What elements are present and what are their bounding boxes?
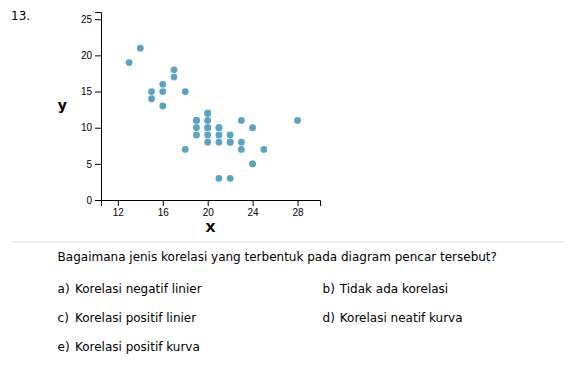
y-axis-line (95, 13, 102, 201)
point (204, 110, 211, 117)
y-tick-mark (95, 55, 101, 56)
y-tick-mark (95, 92, 101, 93)
option-letter: e) (58, 340, 70, 354)
x-tick-mark (118, 200, 119, 206)
point (193, 117, 200, 124)
point (260, 146, 267, 153)
number-label: 13. (11, 9, 30, 23)
x-tick-mark (163, 200, 164, 206)
x-tick-mark (208, 200, 209, 206)
x-axis: 12 16 20 24 28 (102, 200, 321, 218)
point (238, 139, 245, 146)
option-text: Korelasi positif linier (75, 311, 196, 325)
points (126, 45, 301, 182)
option-letter: d) (323, 311, 335, 325)
point (238, 146, 245, 153)
point (148, 95, 155, 102)
y-tick-label: 0 (86, 195, 92, 206)
x-tick-mark (253, 200, 254, 206)
point (171, 66, 178, 73)
x-tick: 12 (113, 200, 125, 218)
point (148, 88, 155, 95)
x-tick-label: 20 (203, 207, 215, 218)
point (216, 124, 223, 131)
point (227, 132, 234, 139)
question: Bagaimana jenis korelasi yang terbentuk … (58, 250, 497, 264)
y-tick-label: 10 (81, 122, 93, 133)
point (204, 139, 211, 146)
point (249, 160, 256, 167)
y-tick: 15 (81, 86, 101, 97)
point (204, 124, 211, 131)
point (216, 124, 223, 131)
x-tick: 16 (158, 200, 170, 218)
point (137, 45, 144, 52)
y-tick-mark (95, 128, 101, 129)
point (193, 132, 200, 139)
y-tick-label: 20 (81, 50, 93, 61)
x-tick-label: 24 (248, 207, 260, 218)
x-tick: 24 (248, 200, 260, 218)
y-tick: 5 (86, 159, 101, 170)
y-tick-label: 15 (81, 86, 93, 97)
point (182, 88, 189, 95)
y-tick: 10 (81, 122, 101, 133)
point (126, 59, 133, 66)
point (238, 117, 245, 124)
point (159, 88, 166, 95)
x-axis-line (102, 201, 321, 207)
point (249, 160, 256, 167)
chart: 12 16 20 24 28 0 5 10 15 20 25 Xy 13. Bagaimana jenis… (0, 0, 576, 379)
option-text: Tidak ada korelasi (339, 282, 448, 296)
point (204, 132, 211, 139)
point (193, 117, 200, 124)
point (159, 81, 166, 88)
point (227, 175, 234, 182)
point (249, 124, 256, 131)
option-letter: c) (58, 311, 69, 325)
option-text: Korelasi neatif kurva (340, 311, 463, 325)
point (204, 124, 211, 131)
option-text: Korelasi positif kurva (75, 340, 200, 354)
x-tick: 28 (292, 200, 304, 218)
y-tick: 20 (81, 50, 101, 61)
y-tick-mark (95, 19, 101, 20)
y-tick: 25 (81, 14, 101, 25)
option-letter: a) (58, 282, 70, 296)
point (159, 103, 166, 110)
y-tick: 0 (86, 195, 101, 206)
option-letter: b) (323, 282, 335, 296)
point (204, 110, 211, 117)
y-axis-label: y (58, 97, 67, 113)
point (216, 175, 223, 182)
x-tick-label: 16 (158, 207, 170, 218)
x-tick: 20 (203, 200, 215, 218)
x-tick-label: 12 (113, 207, 125, 218)
point (227, 139, 234, 146)
y-tick-label: 5 (86, 159, 92, 170)
separator (12, 242, 565, 243)
x-axis-label: X (205, 220, 215, 235)
y-tick-label: 25 (81, 14, 93, 25)
point (182, 146, 189, 153)
point (216, 132, 223, 139)
y-tick-mark (95, 200, 101, 201)
y-tick-mark (95, 164, 101, 165)
point (204, 117, 211, 124)
point (171, 74, 178, 81)
x-tick-label: 28 (292, 207, 304, 218)
point (193, 124, 200, 131)
option-text: Korelasi negatif linier (75, 282, 202, 296)
y-axis: 0 5 10 15 20 25 (81, 13, 102, 206)
point (227, 139, 234, 146)
point (216, 139, 223, 146)
point (294, 117, 301, 124)
x-tick-mark (298, 200, 299, 206)
